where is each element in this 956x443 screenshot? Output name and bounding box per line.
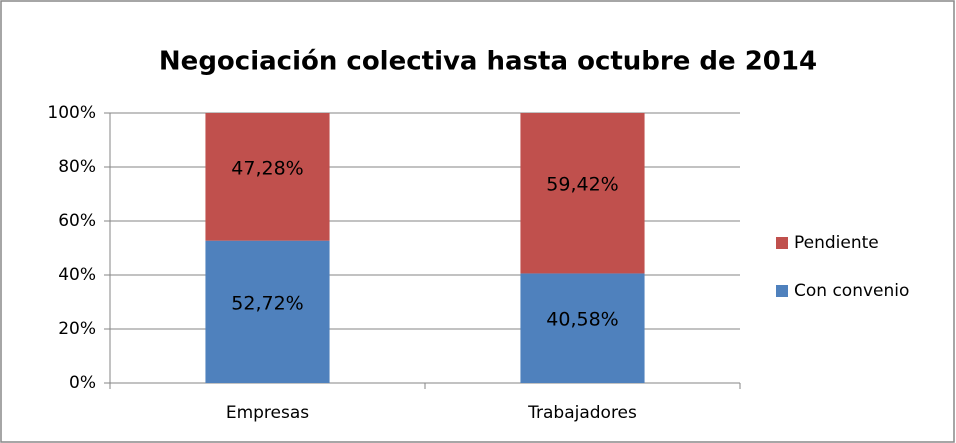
x-tick-label: Trabajadores (527, 403, 637, 423)
legend-label: Pendiente (794, 233, 879, 253)
bar-segment (520, 273, 645, 383)
bar-segment (520, 113, 645, 274)
y-tick-label: 0% (69, 373, 96, 393)
y-tick-label: 100% (47, 103, 96, 123)
legend-label: Con convenio (794, 281, 909, 301)
y-tick-label: 20% (58, 319, 96, 339)
data-label: 40,58% (546, 309, 618, 331)
bar-segment (205, 240, 330, 383)
y-tick-label: 40% (58, 265, 96, 285)
x-tick-label: Empresas (226, 403, 309, 423)
y-tick-label: 60% (58, 211, 96, 231)
legend-swatch (776, 237, 788, 249)
data-label: 47,28% (231, 157, 303, 179)
chart-title: Negociación colectiva hasta octubre de 2… (159, 47, 817, 77)
legend-swatch (776, 285, 788, 297)
data-label: 59,42% (546, 174, 618, 196)
data-label: 52,72% (231, 292, 303, 314)
y-tick-label: 80% (58, 157, 96, 177)
bar-segment (205, 113, 330, 241)
